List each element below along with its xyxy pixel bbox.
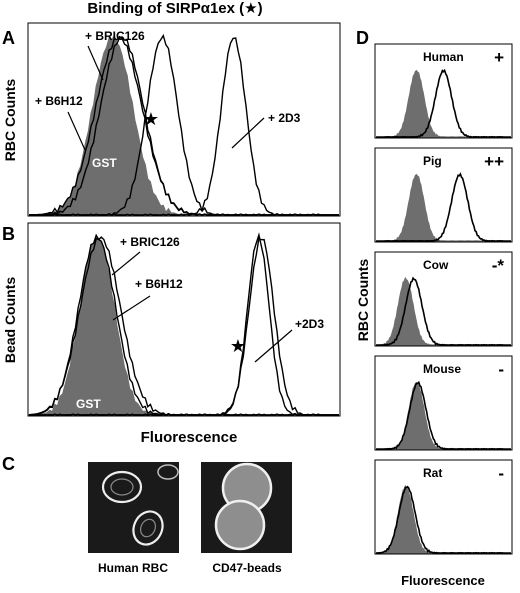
panel-b-curves bbox=[28, 232, 339, 416]
subplot-rat: Rat - bbox=[374, 459, 513, 555]
star-marker-b: ★ bbox=[230, 336, 246, 356]
binding-score: - bbox=[498, 360, 504, 379]
arrow-b-2d3 bbox=[254, 329, 293, 363]
y-axis-label-b: Bead Counts bbox=[2, 277, 18, 364]
subplot-frame bbox=[374, 147, 513, 243]
panel-letter-d: D bbox=[356, 28, 369, 48]
label-b-2d3: +2D3 bbox=[295, 317, 324, 331]
bead-2 bbox=[214, 499, 266, 551]
species-label: Pig bbox=[423, 154, 442, 168]
sirp-histogram bbox=[376, 68, 511, 138]
sirp-histogram bbox=[376, 380, 511, 450]
binding-score: - bbox=[498, 464, 504, 483]
x-axis-label-right: Fluorescence bbox=[401, 573, 485, 588]
subplot-frame bbox=[374, 355, 513, 451]
subplot-pig: Pig ++ bbox=[374, 147, 513, 243]
label-b-b6h12: + B6H12 bbox=[135, 277, 183, 291]
binding-score: + bbox=[494, 48, 504, 67]
sirp-histogram bbox=[375, 485, 511, 554]
label-b-bric126: + BRIC126 bbox=[120, 235, 180, 249]
subplot-human: Human + bbox=[374, 43, 513, 139]
rbc-cell-2-inner bbox=[140, 518, 156, 538]
panel-a-series-4 bbox=[29, 37, 339, 216]
subplot-mouse: Mouse - bbox=[374, 355, 513, 451]
arrow-a-bric126 bbox=[87, 45, 104, 81]
species-label: Rat bbox=[423, 466, 442, 480]
figure-title: Binding of SIRPα1ex (★) bbox=[87, 0, 262, 17]
star-marker-a: ★ bbox=[143, 109, 159, 129]
rbc-cell-1 bbox=[101, 470, 143, 504]
panel-b-series-4 bbox=[29, 237, 339, 416]
label-a-bric126: + BRIC126 bbox=[85, 29, 145, 43]
rbc-cell-2 bbox=[132, 510, 164, 546]
panel-letter-c: C bbox=[2, 454, 15, 474]
panel-a-curves bbox=[28, 33, 339, 216]
binding-score: ++ bbox=[484, 152, 504, 171]
species-label: Cow bbox=[423, 258, 449, 272]
label-a-2d3: + 2D3 bbox=[268, 111, 301, 125]
sirp-histogram bbox=[376, 172, 511, 242]
y-axis-label-d: RBC Counts bbox=[355, 259, 371, 342]
arrow-b-b6h12 bbox=[112, 295, 151, 321]
sirp-histogram bbox=[376, 276, 511, 346]
species-label: Mouse bbox=[423, 362, 461, 376]
panel-c-micrographs: Human RBC CD47-beads bbox=[88, 462, 292, 575]
species-label: Human bbox=[423, 50, 464, 64]
arrow-a-2d3 bbox=[231, 117, 265, 149]
rbc-cell-3 bbox=[157, 464, 179, 480]
panel-a-histogram: + BRIC126 + B6H12 GST + 2D3 ★ bbox=[27, 22, 341, 217]
label-a-b6h12: + B6H12 bbox=[35, 94, 83, 108]
micrograph-human-rbc bbox=[88, 462, 179, 553]
label-a-gst: GST bbox=[92, 156, 117, 170]
subplot-frame bbox=[374, 43, 513, 139]
x-axis-label-left: Fluorescence bbox=[141, 429, 238, 446]
arrow-b-bric126 bbox=[111, 251, 141, 276]
panel-b-histogram: + BRIC126 + B6H12 GST +2D3 ★ bbox=[27, 222, 341, 417]
y-axis-label-a: RBC Counts bbox=[2, 79, 18, 162]
binding-score: -* bbox=[492, 256, 505, 275]
panel-letter-b: B bbox=[2, 224, 15, 244]
subplot-cow: Cow -* bbox=[374, 251, 513, 347]
panel-letter-a: A bbox=[2, 28, 15, 48]
arrow-a-b6h12 bbox=[67, 111, 86, 151]
caption-human-rbc: Human RBC bbox=[98, 561, 168, 575]
caption-cd47-beads: CD47-beads bbox=[212, 561, 282, 575]
label-b-gst: GST bbox=[76, 397, 101, 411]
panel-d-species: Human + Pig ++ Cow -* Mouse - Rat - bbox=[374, 43, 513, 555]
rbc-cell-1-inner bbox=[110, 478, 134, 496]
